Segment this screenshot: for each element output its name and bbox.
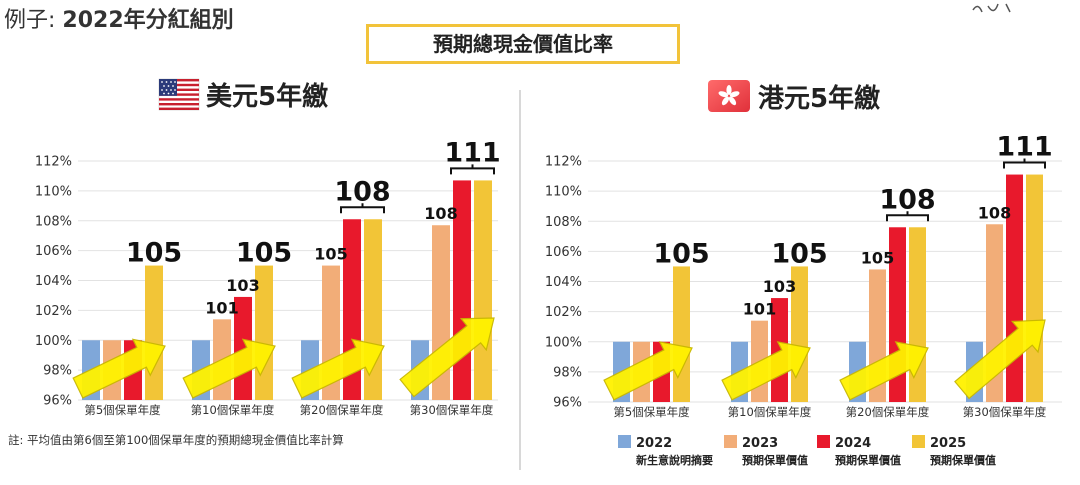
y-tick-label: 108% [545, 215, 582, 230]
data-label: 101 [743, 300, 776, 319]
x-tick-label: 第30個保單年度 [963, 405, 1047, 419]
data-label: 105 [126, 238, 182, 269]
legend-year: 2023 [742, 436, 778, 451]
legend-desc: 預期保單價值 [835, 453, 901, 467]
data-label: 108 [334, 176, 390, 207]
legend-swatch [912, 435, 925, 448]
y-tick-label: 104% [35, 274, 72, 289]
legend-year: 2024 [835, 436, 871, 451]
legend-year: 2025 [930, 436, 966, 451]
decoration-icon [972, 3, 1011, 13]
panel-divider [519, 90, 521, 470]
bar-2025 [673, 266, 690, 402]
legend-swatch [724, 435, 737, 448]
trend-arrow-icon [72, 338, 166, 399]
trend-arrow-icon [182, 338, 276, 399]
us-flag-icon [158, 78, 200, 111]
y-tick-label: 110% [35, 184, 72, 199]
legend-item-2022: 2022 新生意說明摘要 [618, 435, 713, 467]
legend-desc: 預期保單價值 [930, 453, 996, 467]
x-tick-label: 第20個保單年度 [846, 405, 930, 419]
legend-swatch [618, 435, 631, 448]
y-tick-label: 112% [35, 155, 72, 170]
y-tick-label: 102% [35, 304, 72, 319]
y-tick-label: 112% [545, 155, 582, 170]
chart-panel-0: 96% 98% 100% 102% 104% 106% 108% 110% 112% 第5個保單年… [35, 137, 501, 417]
bar-2025 [474, 180, 492, 400]
x-tick-label: 第20個保單年度 [300, 403, 384, 417]
data-label: 108 [879, 184, 935, 215]
y-tick-label: 100% [35, 334, 72, 349]
page-heading: 例子: 2022年分紅組別 [4, 2, 234, 34]
trend-arrow-icon [399, 317, 495, 398]
legend-year: 2022 [636, 436, 672, 451]
center-title: 預期總現金價值比率 [433, 32, 613, 56]
chart-panel-1: 96% 98% 100% 102% 104% 106% 108% 110% 112% 第5個保單年… [545, 132, 1062, 419]
data-label: 105 [771, 238, 827, 269]
center-title-box: 預期總現金價值比率 [366, 24, 680, 64]
y-tick-label: 102% [545, 305, 582, 320]
trend-arrow-icon [291, 338, 385, 399]
x-tick-label: 第10個保單年度 [191, 403, 275, 417]
brace [340, 203, 385, 214]
y-tick-label: 98% [43, 364, 72, 379]
data-label: 103 [226, 276, 259, 295]
trend-arrow-icon [839, 341, 929, 401]
chart-title-usd: 美元5年繳 [206, 81, 328, 112]
footnote: 註: 平均值由第6個至第100個保單年度的預期總現金價值比率計算 [8, 433, 344, 447]
legend-desc: 新生意說明摘要 [636, 453, 713, 467]
brace [1003, 158, 1046, 169]
bar-2025 [1026, 174, 1043, 402]
legend-swatch [817, 435, 830, 448]
bar-2025 [364, 219, 382, 400]
data-label: 103 [763, 277, 796, 296]
heading-main: 2022年分紅組別 [62, 8, 234, 33]
y-tick-label: 96% [43, 394, 72, 409]
bar-2025 [145, 265, 163, 400]
data-label: 101 [205, 298, 238, 317]
y-tick-label: 106% [35, 244, 72, 259]
data-label: 105 [236, 238, 292, 269]
y-tick-label: 96% [553, 396, 582, 411]
x-tick-label: 第5個保單年度 [613, 405, 690, 419]
data-label: 105 [314, 245, 347, 264]
data-label: 108 [978, 203, 1011, 222]
data-label: 108 [424, 204, 457, 223]
legend-desc: 預期保單價值 [742, 453, 808, 467]
chart-title-hkd: 港元5年繳 [758, 83, 880, 114]
hk-flag-icon [708, 80, 750, 112]
legend-item-2024: 2024 預期保單價值 [817, 435, 901, 467]
x-tick-label: 第10個保單年度 [728, 405, 812, 419]
y-tick-label: 108% [35, 214, 72, 229]
data-label: 111 [996, 132, 1052, 163]
x-tick-label: 第5個保單年度 [84, 403, 161, 417]
data-label: 105 [653, 238, 709, 269]
y-tick-label: 98% [553, 365, 582, 380]
legend-item-2025: 2025 預期保單價值 [912, 435, 996, 467]
y-tick-label: 106% [545, 245, 582, 260]
legend-item-2023: 2023 預期保單價值 [724, 435, 808, 467]
y-tick-label: 100% [545, 335, 582, 350]
heading-prefix: 例子: [4, 8, 56, 33]
data-label: 111 [444, 137, 500, 168]
trend-arrow-icon [721, 341, 811, 401]
y-tick-label: 104% [545, 275, 582, 290]
brace [886, 211, 929, 222]
trend-arrow-icon [603, 341, 693, 401]
x-tick-label: 第30個保單年度 [410, 403, 494, 417]
data-label: 105 [861, 248, 894, 267]
legend: 2022 新生意說明摘要 2023 預期保單價值 2024 預期保單價值 2025 預期保單價… [618, 435, 996, 467]
brace [450, 164, 495, 175]
bar-2025 [909, 227, 926, 402]
y-tick-label: 110% [545, 185, 582, 200]
trend-arrow-icon [954, 319, 1046, 400]
